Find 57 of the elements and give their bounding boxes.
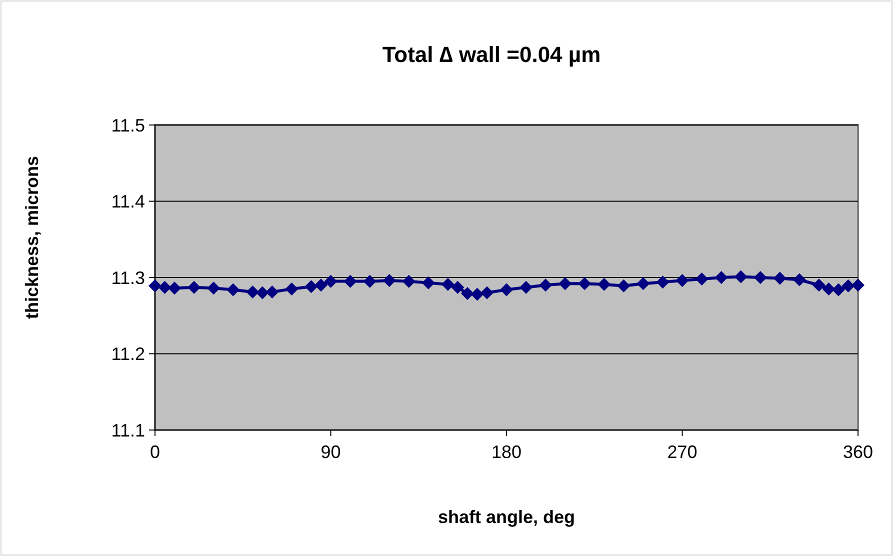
point bbox=[246, 285, 260, 298]
y-tick-label: 11.5 bbox=[111, 115, 145, 136]
point bbox=[470, 288, 484, 301]
point bbox=[363, 274, 376, 288]
point bbox=[676, 274, 689, 288]
point bbox=[382, 274, 396, 288]
y-tick-label: 11.3 bbox=[111, 268, 145, 288]
point bbox=[773, 272, 786, 285]
point bbox=[285, 282, 298, 296]
point bbox=[188, 280, 201, 294]
point bbox=[822, 282, 836, 296]
point bbox=[636, 277, 650, 290]
point bbox=[207, 282, 220, 295]
point bbox=[558, 277, 572, 290]
y-tick-label: 11.4 bbox=[111, 192, 145, 212]
y-tick-label: 11.1 bbox=[111, 420, 145, 440]
point bbox=[441, 278, 454, 291]
point bbox=[480, 286, 494, 300]
point bbox=[460, 287, 474, 300]
point bbox=[148, 279, 162, 292]
x-tick-label: 360 bbox=[842, 442, 874, 462]
point bbox=[158, 280, 172, 294]
point bbox=[714, 271, 728, 284]
point bbox=[812, 278, 826, 292]
point bbox=[656, 276, 670, 289]
point bbox=[832, 283, 845, 296]
y-tick-label: 11.2 bbox=[111, 344, 145, 364]
point bbox=[842, 279, 855, 292]
x-tick-label: 180 bbox=[491, 442, 522, 462]
point bbox=[344, 274, 357, 288]
point bbox=[734, 270, 748, 284]
point bbox=[314, 278, 328, 292]
y-axis-title: thickness, microns bbox=[22, 156, 42, 320]
chart-title: Total ∆ wall =0.04 µm bbox=[382, 42, 601, 67]
point bbox=[578, 277, 592, 290]
x-tick-label: 90 bbox=[320, 442, 341, 462]
point bbox=[451, 280, 464, 294]
x-tick-label: 270 bbox=[667, 442, 698, 462]
point bbox=[520, 280, 533, 294]
point bbox=[402, 274, 416, 288]
point bbox=[500, 283, 513, 296]
point bbox=[168, 282, 182, 295]
point bbox=[422, 276, 435, 290]
x-tick-label: 0 bbox=[150, 442, 160, 462]
point bbox=[617, 279, 630, 292]
point bbox=[256, 286, 269, 300]
point bbox=[266, 285, 279, 298]
point bbox=[754, 271, 767, 284]
x-axis-title: shaft angle, deg bbox=[438, 507, 576, 527]
point bbox=[324, 274, 338, 288]
point bbox=[598, 278, 611, 291]
point bbox=[792, 273, 806, 286]
point bbox=[539, 278, 552, 292]
point bbox=[304, 280, 318, 294]
point bbox=[695, 272, 708, 286]
point bbox=[852, 278, 864, 292]
point bbox=[226, 283, 240, 296]
